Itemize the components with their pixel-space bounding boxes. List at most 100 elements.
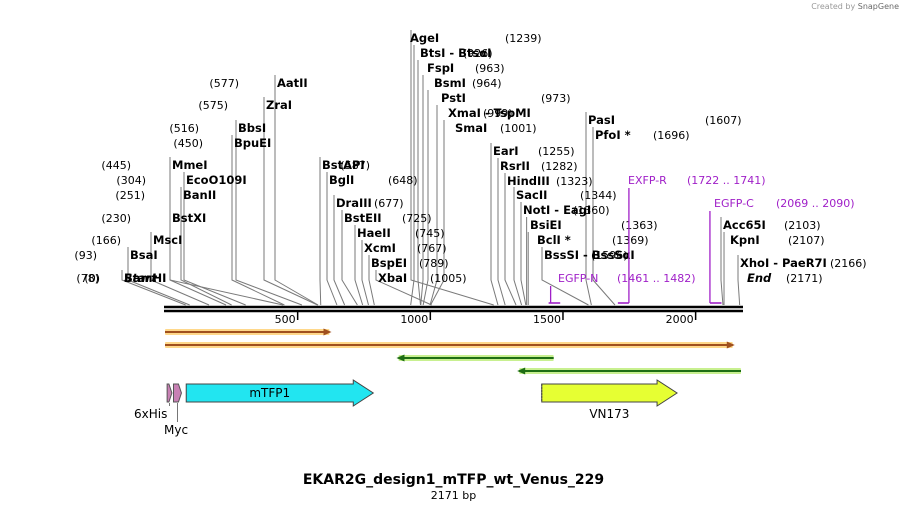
site-leader [417,60,421,306]
site-leader [490,143,499,306]
site-leader [592,127,616,306]
feature-label: mTFP1 [249,386,290,400]
site-position: (93) [74,249,97,262]
site-name: BbsI [238,121,266,135]
site-position: (1344) [580,189,617,202]
site-position: (1360) [573,204,610,217]
site-name: EarI [493,144,519,158]
site-leader [585,112,592,306]
snapgene-credit: Created by SnapGene [811,2,899,11]
site-name: PfoI * [595,128,631,142]
site-leader [737,255,741,306]
feature-label: Myc [164,423,188,437]
site-name: SacII [516,188,547,202]
site-name: PasI [588,113,615,127]
site-position: (1255) [538,145,575,158]
site-position: (1363) [621,219,658,232]
site-leader [720,217,724,306]
site-position: (575) [198,99,228,112]
site-position: (1323) [556,175,593,188]
site-position: (577) [209,77,239,90]
site-name: BstXI [172,211,206,225]
site-position: (1696) [653,129,690,142]
feature-arrow [185,379,375,407]
site-position: (725) [402,212,432,225]
site-name: HaeII [357,226,391,240]
credit-prefix: Created by [811,2,856,11]
site-name: DraIII [336,196,372,210]
ruler-label: 1000 [400,313,428,326]
ruler: 500 1000 1500 2000 [275,312,697,326]
site-position: (745) [415,227,445,240]
site-position: (0) [84,272,100,285]
site-leader [121,270,186,306]
site-position: (1369) [612,234,649,247]
primer-name: EGFP-C [714,197,754,210]
site-leader [368,255,375,306]
site-leader [541,247,589,306]
site-leader [430,120,445,306]
site-name: BsaI [130,248,158,262]
site-leader [375,270,432,306]
site-position: (789) [419,257,449,270]
site-name: BsmI [434,76,466,90]
site-labels: Start (0) BamHI (78) BsaI (93) MscI (166) BstXI (… [74,31,866,285]
site-name: BspEI [371,256,407,270]
site-name: BglI [329,173,354,187]
site-leader [263,97,318,306]
site-name: NotI - EagI [523,203,591,217]
ruler-label: 500 [275,313,296,326]
site-name: BamHI [124,271,166,285]
site-position: (2171) [786,272,823,285]
site-name: AgeI [410,31,439,45]
site-position: (2166) [830,257,867,270]
site-name: XhoI - PaeR7I [740,256,827,270]
site-position: (964) [472,77,502,90]
site-leader [180,187,232,306]
site-position: (1607) [705,114,742,127]
site-name: XcmI [364,241,396,255]
site-name: BsiEI [530,218,562,232]
site-name: XbaI [378,271,407,285]
site-position: (973) [541,92,571,105]
features: 6xHis Myc mTFP1 VN173 [134,379,678,437]
site-leader [513,187,523,306]
site-name: FspI [427,61,454,75]
primer-range: (1722 .. 1741) [687,174,766,187]
site-name: SmaI [455,121,487,135]
site-leader [429,105,438,306]
site-leader [422,90,429,306]
site-name: RsrII [500,159,530,173]
site-leader [341,210,358,306]
site-leader [333,195,346,306]
site-leader [410,45,415,306]
site-leader [420,75,424,306]
site-position: (251) [115,189,145,202]
orfs [165,328,741,375]
site-leader [319,157,322,306]
sequence-length: 2171 bp [430,489,477,502]
site-position: (2103) [784,219,821,232]
site-position: (587) [340,159,370,172]
site-name: MmeI [172,158,208,172]
ruler-label: 2000 [666,313,694,326]
site-position: (450) [173,137,203,150]
site-position: (999) [483,107,513,120]
tag-feature [166,383,173,403]
site-position: (445) [101,159,131,172]
snapgene-logo: SnapGene [857,2,899,11]
site-name: BpuEI [234,136,271,150]
site-name: BtsI - BtsαI [420,46,491,60]
feature-arrow [541,379,678,407]
site-leader [354,225,364,306]
site-lines [121,30,741,306]
site-position: (648) [388,174,418,187]
site-leader [274,75,319,306]
site-position: (230) [101,212,131,225]
site-name: BclI * [537,233,571,247]
site-name: BstAPI [322,158,365,172]
site-position: (166) [91,234,121,247]
site-position: (767) [417,242,447,255]
primer-name: EXFP-R [628,174,667,187]
site-leader [410,30,494,306]
